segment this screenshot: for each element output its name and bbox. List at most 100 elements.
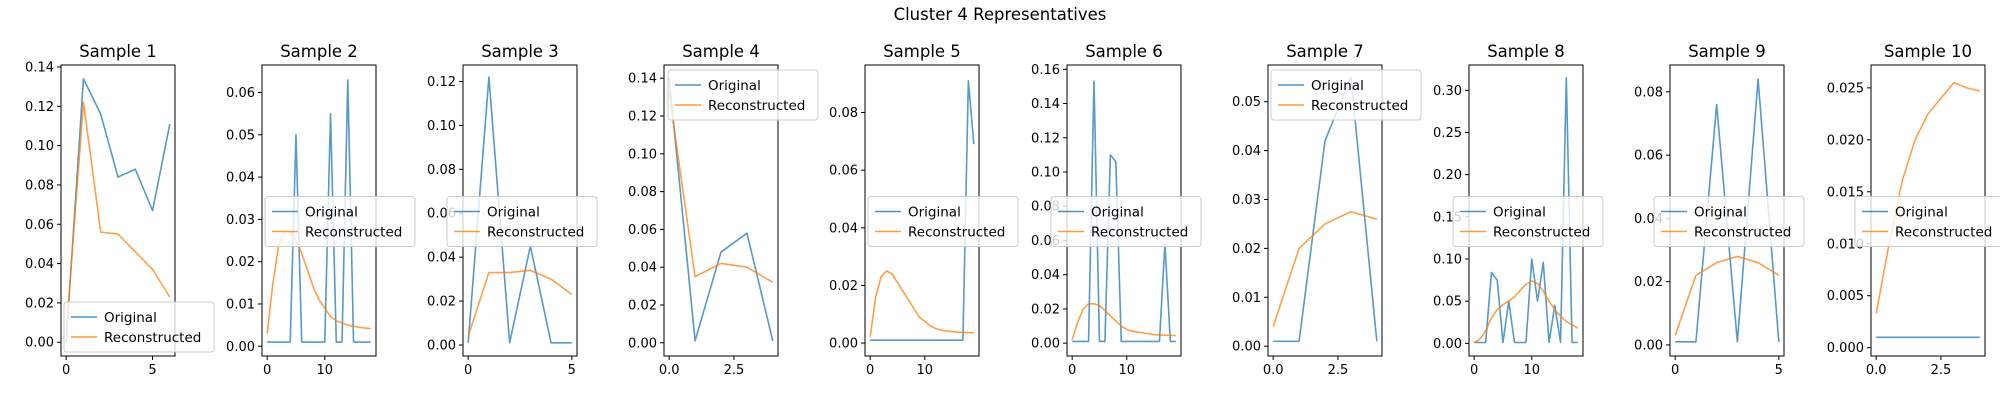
legend-label-original: Original xyxy=(104,310,157,326)
y-tick-label: 0.00 xyxy=(1031,337,1060,352)
y-tick-label: 0.02 xyxy=(1031,302,1060,317)
y-tick-label: 0.08 xyxy=(1634,85,1663,100)
panel-title: Sample 8 xyxy=(1487,42,1565,61)
legend: Original Reconstructed xyxy=(1452,196,1604,247)
y-tick-label: 0.02 xyxy=(1232,242,1261,257)
legend-label-reconstructed: Reconstructed xyxy=(1895,225,1992,241)
legend-box xyxy=(867,196,1019,247)
legend-label-reconstructed: Reconstructed xyxy=(487,225,584,241)
y-tick-label: 0.06 xyxy=(25,218,54,233)
legend-label-reconstructed: Reconstructed xyxy=(1694,225,1791,241)
x-tick-label: 0.0 xyxy=(1866,363,1887,378)
series-line-original xyxy=(1072,80,1176,343)
legend-label-reconstructed: Reconstructed xyxy=(708,98,805,114)
y-tick-label: 0.06 xyxy=(829,164,858,179)
panel-title: Sample 5 xyxy=(883,42,961,61)
panel-title: Sample 9 xyxy=(1688,42,1766,61)
legend-label-reconstructed: Reconstructed xyxy=(1311,98,1408,114)
series-line-original xyxy=(870,80,975,341)
legend: Original Reconstructed xyxy=(1854,196,2000,247)
x-tick-label: 0 xyxy=(1671,363,1679,378)
y-tick-label: 0.04 xyxy=(1232,144,1261,159)
x-tick-label: 2.5 xyxy=(1931,363,1952,378)
panel-10: Sample 100.0000.0050.0100.0150.0200.0250… xyxy=(1827,42,2000,378)
legend-box xyxy=(667,69,819,121)
y-tick-label: 0.30 xyxy=(1433,84,1462,99)
panel-title: Sample 2 xyxy=(280,42,358,61)
legend-label-original: Original xyxy=(305,205,358,221)
legend-label-reconstructed: Reconstructed xyxy=(908,225,1005,241)
legend-label-original: Original xyxy=(1895,205,1948,221)
x-tick-label: 2.5 xyxy=(1328,363,1349,378)
series-line-original xyxy=(267,79,371,343)
legend-label-reconstructed: Reconstructed xyxy=(305,225,402,241)
panel-9: Sample 90.000.020.040.060.080 5OriginalRe… xyxy=(1634,42,1805,378)
x-tick-label: 0 xyxy=(1470,363,1478,378)
panel-1: Sample 1 0.00 0.02 0.04 0.06 0.08 0.10 0.12 0.14… xyxy=(25,42,215,378)
y-tick-label: 0.015 xyxy=(1827,185,1864,200)
panel-7: Sample 7 0.00 0.01 0.02 0.03 0.04 0.05 0.0 2.5 Or… xyxy=(1232,42,1422,378)
x-tick-label: 10 xyxy=(316,363,333,378)
x-tick-label: 10 xyxy=(1118,363,1135,378)
panel-2: Sample 2 0.00 0.01 0.02 0.03 0.04 0.05 0.06 0 10 O… xyxy=(226,42,416,378)
y-tick-label: 0.00 xyxy=(226,340,255,355)
legend-box xyxy=(1854,196,2000,247)
y-tick-label: 0.10 xyxy=(1433,253,1462,268)
y-tick-label: 0.00 xyxy=(25,336,54,351)
panel-6: Sample 60.000.020.040.060.080.100.120.14… xyxy=(1031,42,1202,378)
y-tick-label: 0.12 xyxy=(427,75,456,90)
y-tick-label: 0.12 xyxy=(1031,131,1060,146)
panel-5: Sample 5 0.00 0.02 0.04 0.06 0.08 0 10 Original R… xyxy=(829,42,1019,378)
y-tick-label: 0.10 xyxy=(1031,165,1060,180)
y-tick-label: 0.00 xyxy=(427,339,456,354)
legend: Original Reconstructed xyxy=(63,301,215,353)
series-line-reconstructed xyxy=(869,270,974,338)
legend-box xyxy=(63,301,215,353)
legend: Original Reconstructed xyxy=(264,196,416,247)
panel-title: Sample 1 xyxy=(79,42,157,61)
axes-frame xyxy=(663,64,779,357)
y-tick-label: 0.00 xyxy=(628,336,657,351)
legend-box xyxy=(1050,196,1202,247)
legend-label-original: Original xyxy=(1091,205,1144,221)
y-tick-label: 0.10 xyxy=(427,119,456,134)
y-tick-label: 0.00 xyxy=(1232,340,1261,355)
x-tick-label: 10 xyxy=(1523,363,1540,378)
y-tick-label: 0.02 xyxy=(829,279,858,294)
legend-label-original: Original xyxy=(708,78,761,94)
y-tick-label: 0.000 xyxy=(1827,341,1864,356)
x-tick-label: 0 xyxy=(62,363,70,378)
x-tick-label: 2.5 xyxy=(724,363,745,378)
y-tick-label: 0.01 xyxy=(226,297,255,312)
y-tick-label: 0.02 xyxy=(226,255,255,270)
legend-box xyxy=(1653,196,1805,247)
y-tick-label: 0.02 xyxy=(427,295,456,310)
y-tick-label: 0.02 xyxy=(1634,275,1663,290)
panel-3: Sample 30.000.020.040.060.080.100.120 5Or… xyxy=(427,42,598,378)
x-tick-label: 0 xyxy=(1068,363,1076,378)
y-tick-label: 0.02 xyxy=(628,298,657,313)
panel-title: Sample 6 xyxy=(1085,42,1163,61)
y-tick-label: 0.20 xyxy=(1433,168,1462,183)
series-line-original xyxy=(668,78,774,342)
y-tick-label: 0.00 xyxy=(1634,338,1663,353)
x-tick-label: 0.0 xyxy=(659,363,680,378)
x-tick-label: 5 xyxy=(148,363,156,378)
y-tick-label: 0.25 xyxy=(1433,126,1462,141)
y-tick-label: 0.025 xyxy=(1827,81,1864,96)
series-line-original xyxy=(467,76,572,344)
legend-label-reconstructed: Reconstructed xyxy=(1091,225,1188,241)
legend-label-original: Original xyxy=(1493,205,1546,221)
y-tick-label: 0.14 xyxy=(25,60,54,75)
x-tick-label: 10 xyxy=(916,363,933,378)
y-tick-label: 0.02 xyxy=(25,296,54,311)
y-tick-label: 0.12 xyxy=(628,110,657,125)
series-group xyxy=(1071,80,1176,343)
panel-4: Sample 4 0.00 0.02 0.04 0.06 0.08 0.10 0.12 0.14… xyxy=(628,42,819,378)
series-line-reconstructed xyxy=(266,231,371,334)
y-tick-label: 0.06 xyxy=(628,223,657,238)
series-group xyxy=(467,76,573,344)
y-tick-label: 0.04 xyxy=(829,221,858,236)
